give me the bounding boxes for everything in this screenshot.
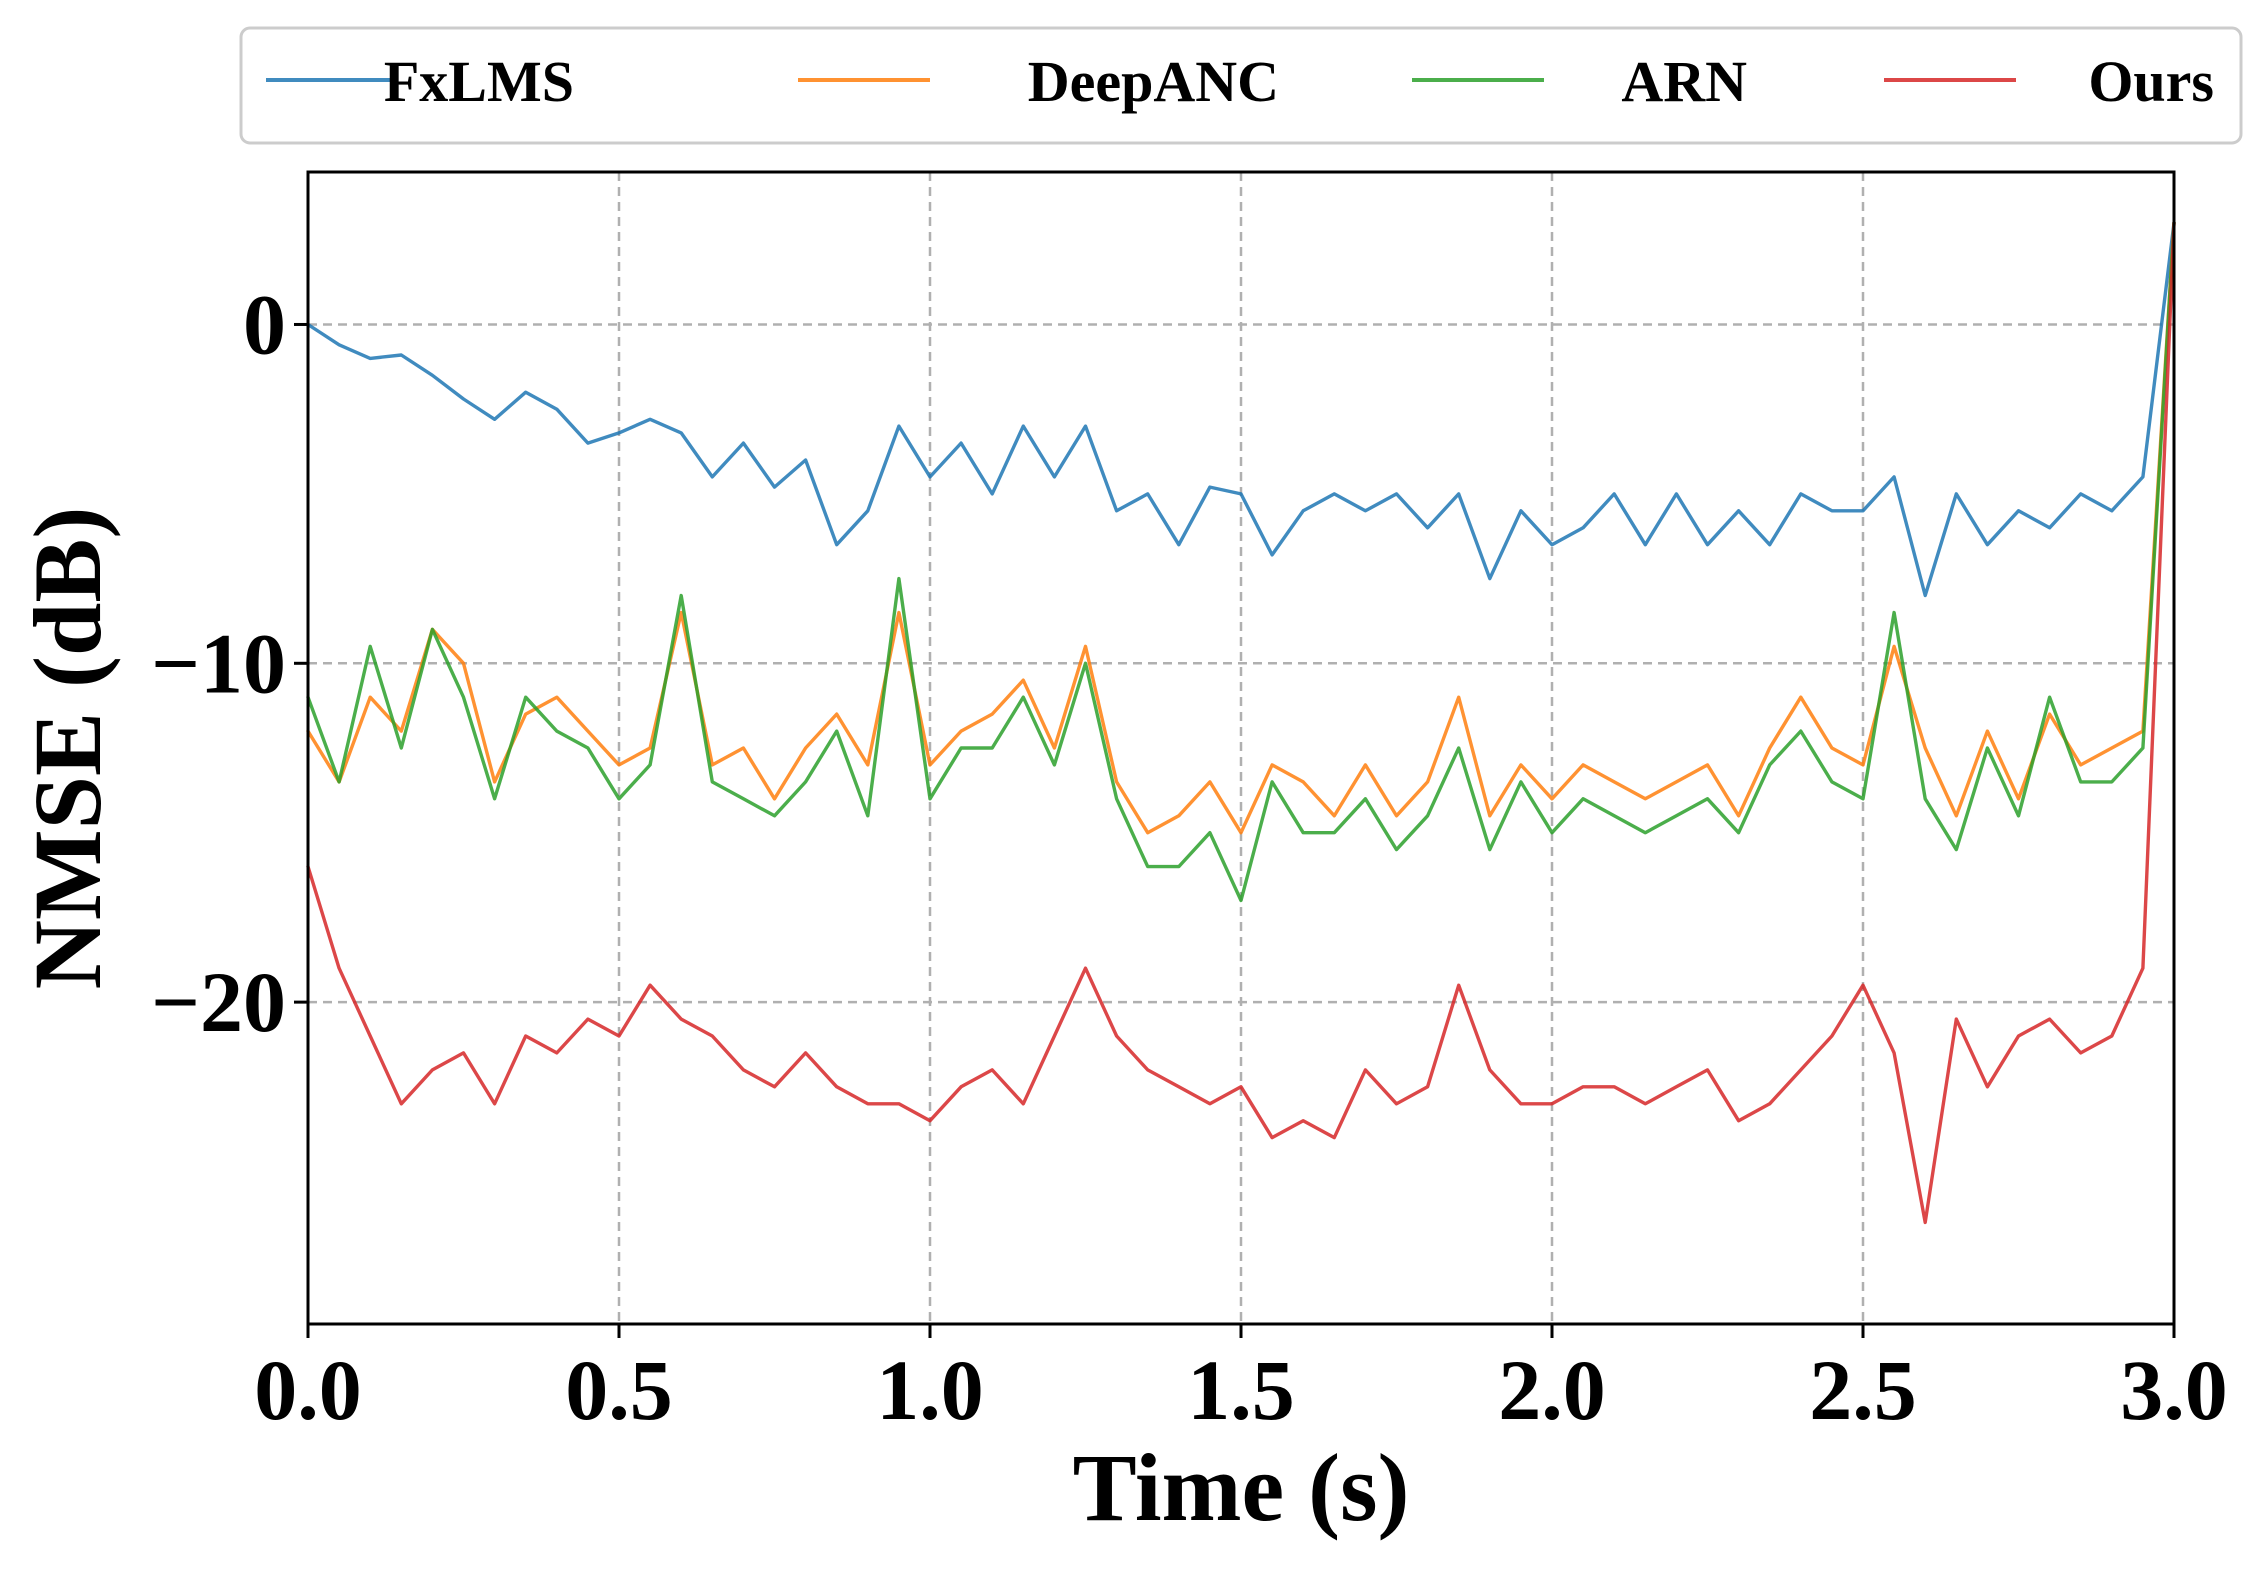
x-tick-label: 1.0 (876, 1342, 984, 1438)
series-line-ours (306, 221, 2176, 1225)
legend-frame (239, 26, 2243, 145)
axis-ticks: 0.0 0.5 1.0 1.5 2.0 2.5 3.0 0 −10 −20 (151, 276, 2228, 1438)
x-tick-label: 2.5 (1809, 1342, 1917, 1438)
legend-label-arn: ARN (1621, 49, 1747, 114)
x-tick-label: 3.0 (2120, 1342, 2228, 1438)
x-tick-label: 1.5 (1187, 1342, 1295, 1438)
series-line-arn (306, 221, 2176, 903)
y-tick-label: −10 (151, 615, 286, 711)
legend-label-ours: Ours (2088, 49, 2214, 114)
x-tick-label: 2.0 (1498, 1342, 1606, 1438)
legend-label-deepanc: DeepANC (1028, 49, 1279, 114)
series-line-deepanc (306, 221, 2176, 835)
x-tick-label: 0.0 (254, 1342, 362, 1438)
legend: FxLMS DeepANC ARN Ours (239, 26, 2243, 145)
legend-entries: FxLMS DeepANC ARN Ours (266, 49, 2214, 114)
x-axis-title: Time (s) (1073, 1434, 1410, 1541)
series-line-fxlms (306, 221, 2176, 598)
y-tick-label: 0 (243, 276, 286, 372)
series-lines (306, 221, 2176, 1225)
legend-label-fxlms: FxLMS (384, 49, 574, 114)
y-axis-title: NMSE (dB) (14, 507, 121, 990)
x-tick-label: 0.5 (565, 1342, 673, 1438)
y-tick-label: −20 (151, 954, 286, 1050)
